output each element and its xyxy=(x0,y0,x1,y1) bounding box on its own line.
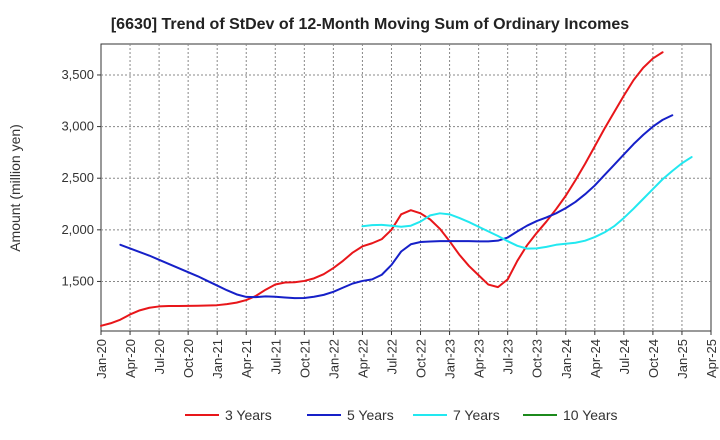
chart-title: [6630] Trend of StDev of 12-Month Moving… xyxy=(111,16,629,33)
series-line-7-years xyxy=(361,156,693,250)
x-tick-label: Jul-22 xyxy=(384,339,399,374)
y-tick-label: 3,000 xyxy=(61,119,94,134)
legend-label-3-years: 3 Years xyxy=(225,407,272,423)
y-tick-label: 2,500 xyxy=(61,170,94,185)
x-tick-label: Jan-25 xyxy=(675,339,690,379)
y-axis-label: Amount (million yen) xyxy=(7,124,23,252)
y-axis: 1,500 2,000 2,500 3,000 3,500 xyxy=(61,67,101,288)
x-tick-label: Jul-20 xyxy=(152,339,167,374)
x-tick-label: Apr-23 xyxy=(472,339,487,378)
legend-label-10-years: 10 Years xyxy=(563,407,618,423)
x-tick-label: Jan-22 xyxy=(326,339,341,379)
x-tick-label: Oct-21 xyxy=(297,339,312,378)
x-tick-label: Oct-23 xyxy=(530,339,545,378)
series-line-3-years xyxy=(100,51,664,327)
x-tick-label: Apr-25 xyxy=(704,339,719,378)
x-tick-label: Jan-23 xyxy=(443,339,458,379)
x-tick-label: Jul-21 xyxy=(268,339,283,374)
series-line-5-years xyxy=(119,114,674,300)
y-tick-label: 3,500 xyxy=(61,67,94,82)
x-tick-label: Apr-20 xyxy=(123,339,138,378)
x-tick-label: Apr-21 xyxy=(239,339,254,378)
x-tick-label: Apr-24 xyxy=(588,339,603,378)
series-layer xyxy=(100,51,693,327)
x-tick-label: Jan-24 xyxy=(559,339,574,379)
legend-label-7-years: 7 Years xyxy=(453,407,500,423)
plot-area xyxy=(100,43,712,332)
x-tick-label: Jul-24 xyxy=(617,339,632,374)
x-tick-label: Jul-23 xyxy=(501,339,516,374)
x-tick-label: Jan-21 xyxy=(210,339,225,379)
y-tick-label: 2,000 xyxy=(61,222,94,237)
x-tick-label: Oct-24 xyxy=(646,339,661,378)
x-tick-label: Oct-20 xyxy=(181,339,196,378)
x-tick-label: Oct-22 xyxy=(414,339,429,378)
x-tick-label: Apr-22 xyxy=(355,339,370,378)
legend-label-5-years: 5 Years xyxy=(347,407,394,423)
legend: 3 Years 5 Years 7 Years 10 Years xyxy=(185,407,618,423)
x-tick-label: Jan-20 xyxy=(94,339,109,379)
y-tick-label: 1,500 xyxy=(61,273,94,288)
x-axis: Jan-20 Apr-20 Jul-20 Oct-20 Jan-21 Apr-21 Jul-… xyxy=(94,331,719,379)
